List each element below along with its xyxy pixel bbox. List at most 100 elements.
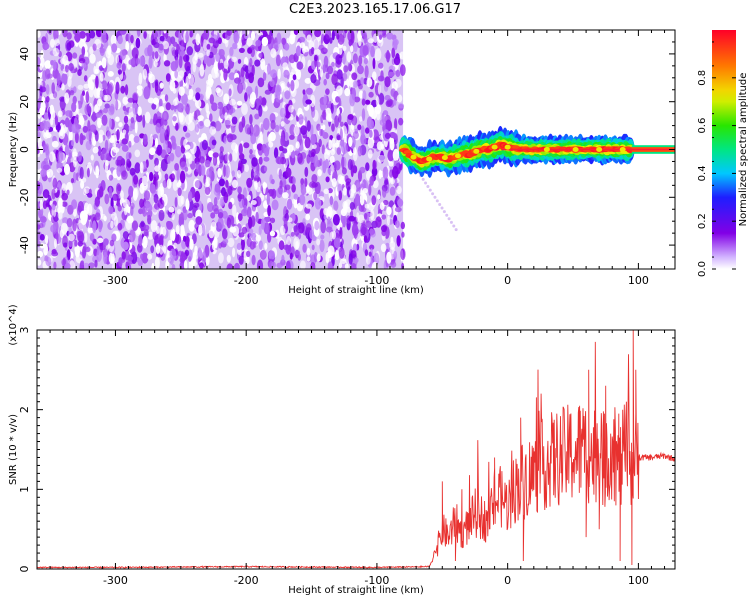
noise-cell	[174, 97, 179, 106]
noise-cell	[128, 140, 132, 148]
noise-cell	[56, 84, 61, 92]
noise-cell	[228, 88, 232, 97]
noise-cell	[325, 176, 330, 183]
noise-cell	[204, 160, 211, 168]
noise-cell	[349, 188, 355, 197]
noise-cell	[179, 50, 186, 57]
noise-cell	[292, 177, 296, 185]
noise-cell	[330, 148, 336, 156]
noise-cell	[282, 148, 288, 154]
noise-cell	[372, 57, 376, 70]
noise-cell	[271, 261, 276, 269]
top-y-axis-label: Frequency (Hz)	[8, 112, 19, 188]
noise-cell	[99, 90, 104, 98]
noise-cell	[335, 85, 343, 96]
noise-cell	[377, 84, 381, 95]
noise-cell	[331, 230, 336, 240]
noise-cell	[67, 76, 72, 88]
noise-cell	[208, 150, 214, 158]
noise-cell	[253, 170, 260, 178]
noise-cell	[188, 219, 195, 232]
noise-cell	[310, 134, 317, 146]
noise-cell	[128, 152, 132, 159]
noise-cell	[155, 122, 161, 134]
noise-cell	[93, 104, 99, 114]
noise-cell	[338, 190, 343, 201]
noise-cell	[207, 73, 213, 85]
noise-cell	[341, 167, 347, 175]
noise-cell	[202, 38, 208, 52]
noise-cell	[110, 220, 114, 229]
noise-cell	[175, 122, 179, 131]
noise-cell	[174, 197, 178, 208]
noise-cell	[201, 133, 207, 140]
noise-cell	[135, 58, 140, 65]
noise-cell	[394, 118, 398, 131]
top-x-tick-label: 100	[628, 274, 649, 287]
noise-cell	[314, 197, 322, 210]
top-x-tick-label: -300	[103, 274, 128, 287]
noise-cell	[70, 178, 75, 184]
noise-cell	[39, 222, 44, 229]
noise-cell	[185, 31, 189, 43]
noise-cell	[323, 78, 328, 86]
noise-cell	[241, 103, 248, 115]
noise-cell	[344, 30, 348, 34]
noise-cell	[254, 59, 261, 67]
noise-cell	[130, 34, 134, 44]
noise-cell	[358, 55, 363, 66]
noise-cell	[56, 167, 63, 173]
noise-cell	[266, 63, 271, 75]
top-x-tick-label: -200	[234, 274, 259, 287]
noise-cell	[331, 73, 338, 86]
noise-cell	[291, 183, 296, 193]
noise-cell	[286, 198, 293, 210]
noise-cell	[65, 110, 73, 117]
noise-cell	[327, 261, 333, 269]
noise-cell	[365, 220, 372, 228]
noise-cell	[49, 151, 56, 163]
noise-cell	[362, 188, 368, 194]
noise-cell	[142, 68, 148, 80]
noise-cell	[364, 99, 371, 105]
noise-cell	[115, 99, 119, 111]
noise-cell	[308, 150, 312, 158]
noise-cell	[288, 54, 296, 64]
noise-cell	[153, 193, 159, 204]
noise-cell	[219, 146, 224, 153]
noise-cell	[37, 189, 42, 197]
noise-cell	[64, 262, 71, 269]
noise-cell	[127, 31, 131, 44]
noise-cell	[384, 76, 391, 88]
noise-cell	[89, 233, 95, 242]
noise-cell	[149, 147, 156, 156]
noise-cell	[273, 42, 280, 50]
noise-cell	[382, 187, 387, 198]
noise-cell	[325, 88, 330, 95]
noise-cell	[226, 133, 234, 143]
noise-cell	[61, 192, 68, 201]
noise-cell	[229, 46, 234, 57]
noise-cell	[213, 196, 218, 207]
noise-cell	[129, 229, 136, 243]
noise-cell	[120, 190, 124, 200]
colorbar-tick-label: 0.2	[697, 213, 708, 229]
noise-cell	[52, 59, 57, 72]
noise-cell	[171, 212, 175, 221]
noise-cell	[209, 113, 213, 123]
noise-cell	[306, 256, 311, 262]
noise-cell	[323, 188, 330, 195]
noise-cell	[340, 258, 347, 265]
noise-cell	[221, 187, 226, 197]
noise-cell	[103, 238, 109, 246]
noise-cell	[244, 56, 249, 66]
noise-cell	[136, 113, 143, 123]
noise-cell	[39, 216, 47, 223]
noise-cell	[228, 201, 233, 210]
noise-cell	[216, 191, 221, 200]
noise-cell	[392, 148, 400, 162]
noise-cell	[154, 137, 159, 148]
noise-cell	[199, 156, 205, 164]
noise-cell	[45, 234, 49, 245]
noise-cell	[312, 144, 317, 149]
